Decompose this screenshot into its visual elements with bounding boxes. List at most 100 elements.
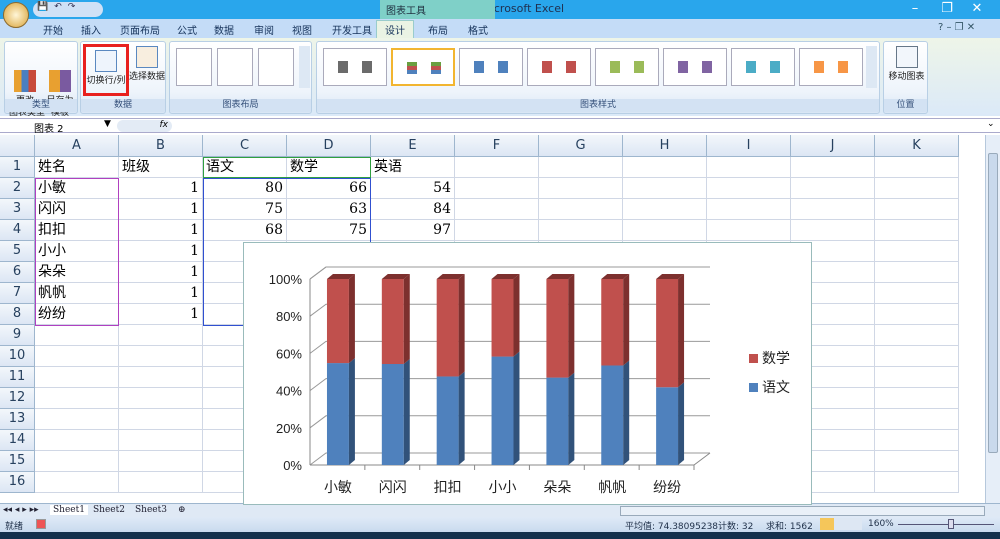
cell-B3[interactable]: 1 [119, 199, 203, 220]
cell-K3[interactable] [875, 199, 959, 220]
cell-I1[interactable] [707, 157, 791, 178]
cell-I2[interactable] [707, 178, 791, 199]
cell-F2[interactable] [455, 178, 539, 199]
cell-J16[interactable] [791, 472, 875, 493]
cell-B2[interactable]: 1 [119, 178, 203, 199]
worksheet-grid[interactable]: A B C D E F G H I J K 1 2 3 4 5 6 7 8 9 10 11 12 13 14 15 16 姓名 班级 语文… [0, 135, 985, 503]
column-header-B[interactable]: B [119, 135, 203, 157]
layout-thumbnail[interactable] [217, 48, 253, 86]
cell-K1[interactable] [875, 157, 959, 178]
horizontal-scrollbar[interactable] [620, 506, 985, 516]
cell-J11[interactable] [791, 367, 875, 388]
vertical-scrollbar[interactable] [985, 135, 1000, 503]
column-header-G[interactable]: G [539, 135, 623, 157]
cell-J1[interactable] [791, 157, 875, 178]
row-header-6[interactable]: 6 [0, 262, 35, 283]
column-header-D[interactable]: D [287, 135, 371, 157]
cell-H1[interactable] [623, 157, 707, 178]
chart-style-thumbnail[interactable] [527, 48, 591, 86]
cell-A9[interactable] [35, 325, 119, 346]
cell-A12[interactable] [35, 388, 119, 409]
cell-H3[interactable] [623, 199, 707, 220]
row-header-2[interactable]: 2 [0, 178, 35, 199]
close-button[interactable]: ✕ [971, 1, 983, 16]
cell-I4[interactable] [707, 220, 791, 241]
sheet-nav-arrows[interactable]: ◂◂ ◂ ▸ ▸▸ [3, 505, 39, 515]
cell-J8[interactable] [791, 304, 875, 325]
chart-style-thumbnail[interactable] [799, 48, 863, 86]
select-data-button[interactable]: 选择数据 [129, 46, 165, 83]
column-header-K[interactable]: K [875, 135, 959, 157]
tab-2[interactable]: 页面布局 [120, 26, 160, 37]
expand-formula-icon[interactable]: ⌄ [987, 119, 995, 129]
cell-A1[interactable]: 姓名 [35, 157, 119, 178]
cell-K8[interactable] [875, 304, 959, 325]
column-header-J[interactable]: J [791, 135, 875, 157]
cell-B12[interactable] [119, 388, 203, 409]
cell-B16[interactable] [119, 472, 203, 493]
column-header-H[interactable]: H [623, 135, 707, 157]
cell-A13[interactable] [35, 409, 119, 430]
chart-style-thumbnail[interactable] [391, 48, 455, 86]
row-header-14[interactable]: 14 [0, 430, 35, 451]
cell-F3[interactable] [455, 199, 539, 220]
tab-10[interactable]: 格式 [468, 26, 488, 37]
cell-K2[interactable] [875, 178, 959, 199]
column-header-F[interactable]: F [455, 135, 539, 157]
cell-J10[interactable] [791, 346, 875, 367]
cell-B5[interactable]: 1 [119, 241, 203, 262]
cell-J15[interactable] [791, 451, 875, 472]
cell-A15[interactable] [35, 451, 119, 472]
row-header-9[interactable]: 9 [0, 325, 35, 346]
name-box[interactable]: 图表 2 [34, 124, 64, 135]
formula-input[interactable] [176, 119, 986, 132]
cell-B4[interactable]: 1 [119, 220, 203, 241]
cell-E4[interactable]: 97 [371, 220, 455, 241]
office-button[interactable] [3, 2, 29, 28]
cell-C4[interactable]: 68 [203, 220, 287, 241]
row-header-12[interactable]: 12 [0, 388, 35, 409]
column-header-E[interactable]: E [371, 135, 455, 157]
column-header-A[interactable]: A [35, 135, 119, 157]
cell-A11[interactable] [35, 367, 119, 388]
scroll-thumb[interactable] [988, 153, 998, 453]
cell-K7[interactable] [875, 283, 959, 304]
zoom-slider[interactable] [898, 524, 994, 525]
cell-B1[interactable]: 班级 [119, 157, 203, 178]
insert-sheet-icon[interactable]: ⊕ [178, 505, 186, 515]
chart-style-thumbnail[interactable] [323, 48, 387, 86]
cell-E2[interactable]: 54 [371, 178, 455, 199]
cell-A10[interactable] [35, 346, 119, 367]
cell-J14[interactable] [791, 430, 875, 451]
cell-J5[interactable] [791, 241, 875, 262]
tab-9[interactable]: 布局 [428, 26, 448, 37]
chart[interactable]: 0% 20% 40% 60% 80% 100% 小敏 闪闪 扣扣 小小 朵朵 帆帆 纷纷 数学 语文 [243, 242, 812, 505]
cell-G1[interactable] [539, 157, 623, 178]
cell-K11[interactable] [875, 367, 959, 388]
tab-6[interactable]: 视图 [292, 26, 312, 37]
cell-B10[interactable] [119, 346, 203, 367]
cell-B15[interactable] [119, 451, 203, 472]
cell-J13[interactable] [791, 409, 875, 430]
cell-K4[interactable] [875, 220, 959, 241]
insert-function-button[interactable]: fx [117, 120, 172, 132]
cell-B7[interactable]: 1 [119, 283, 203, 304]
row-header-4[interactable]: 4 [0, 220, 35, 241]
chart-style-thumbnail[interactable] [731, 48, 795, 86]
column-header-I[interactable]: I [707, 135, 791, 157]
layout-thumbnail[interactable] [176, 48, 212, 86]
cell-G2[interactable] [539, 178, 623, 199]
undo-icon[interactable]: ↶ [54, 2, 62, 12]
row-header-16[interactable]: 16 [0, 472, 35, 493]
row-header-7[interactable]: 7 [0, 283, 35, 304]
redo-icon[interactable]: ↷ [67, 2, 76, 12]
tab-7[interactable]: 开发工具 [332, 26, 372, 37]
cell-J9[interactable] [791, 325, 875, 346]
tab-4[interactable]: 数据 [214, 26, 234, 37]
cell-K12[interactable] [875, 388, 959, 409]
tab-1[interactable]: 插入 [81, 26, 101, 37]
cell-H4[interactable] [623, 220, 707, 241]
switch-row-column-button[interactable]: 切换行/列 [83, 44, 129, 96]
cell-C2[interactable]: 80 [203, 178, 287, 199]
cell-J3[interactable] [791, 199, 875, 220]
